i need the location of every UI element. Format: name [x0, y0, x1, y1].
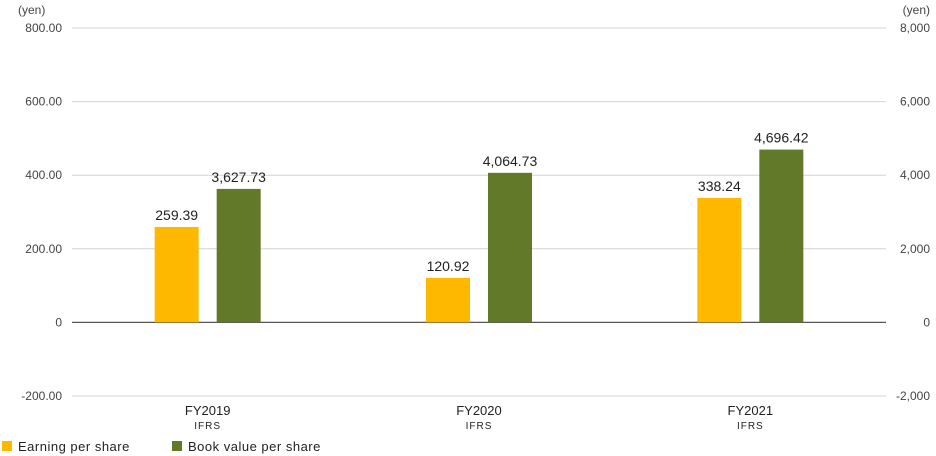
legend-swatch-book-value-per-share — [172, 441, 182, 451]
bar-earning-per-share-fy2021 — [697, 197, 742, 323]
bar-earning-per-share-fy2019 — [154, 226, 199, 323]
bar-earning-per-share-fy2020 — [426, 277, 470, 323]
legend-swatch-earning-per-share — [2, 441, 12, 451]
category-label-fy2021: FY2021 — [728, 403, 774, 418]
data-label-book-value-per-share-fy2019: 3,627.73 — [211, 169, 266, 185]
legend-label-book-value-per-share: Book value per share — [188, 439, 321, 454]
category-label-fy2019: FY2019 — [185, 403, 231, 418]
category-label-fy2020: FY2020 — [456, 403, 502, 418]
right-tick-label: 0 — [923, 315, 930, 329]
left-tick-label: 200.00 — [25, 242, 62, 256]
bar-book-value-per-share-fy2019 — [216, 188, 261, 323]
left-tick-label: 0 — [55, 315, 62, 329]
data-label-earning-per-share-fy2019: 259.39 — [155, 207, 198, 223]
bar-book-value-per-share-fy2021 — [759, 149, 804, 323]
left-axis-unit: (yen) — [18, 3, 45, 17]
category-labels: FY2019 IFRS FY2020 IFRS FY2021 IFRS — [185, 403, 773, 432]
category-sublabel-fy2019: IFRS — [194, 421, 221, 432]
left-axis-ticks: 800.00 600.00 400.00 200.00 0 -200.00 — [21, 21, 62, 403]
legend-label-earning-per-share: Earning per share — [18, 439, 130, 454]
category-sublabel-fy2020: IFRS — [466, 421, 493, 432]
left-tick-label: 800.00 — [25, 21, 62, 35]
left-tick-label: -200.00 — [21, 389, 62, 403]
left-tick-label: 400.00 — [25, 168, 62, 182]
grid — [72, 27, 886, 397]
right-tick-label: 6,000 — [900, 95, 930, 109]
category-sublabel-fy2021: IFRS — [737, 421, 764, 432]
right-tick-label: 8,000 — [900, 21, 930, 35]
right-tick-label: -2,000 — [896, 389, 930, 403]
bar-book-value-per-share-fy2020 — [488, 172, 532, 323]
data-label-book-value-per-share-fy2020: 4,064.73 — [483, 153, 538, 169]
legend: Earning per share Book value per share — [2, 439, 321, 454]
data-label-book-value-per-share-fy2021: 4,696.42 — [754, 130, 809, 146]
bars — [154, 149, 804, 323]
right-tick-label: 4,000 — [900, 168, 930, 182]
right-axis-unit: (yen) — [903, 3, 930, 17]
data-label-earning-per-share-fy2021: 338.24 — [698, 178, 741, 194]
right-tick-label: 2,000 — [900, 242, 930, 256]
left-tick-label: 600.00 — [25, 95, 62, 109]
data-labels: 259.39 3,627.73 120.92 4,064.73 338.24 4,696.… — [155, 130, 809, 274]
data-label-earning-per-share-fy2020: 120.92 — [427, 258, 470, 274]
right-axis-ticks: 8,000 6,000 4,000 2,000 0 -2,000 — [896, 21, 930, 403]
